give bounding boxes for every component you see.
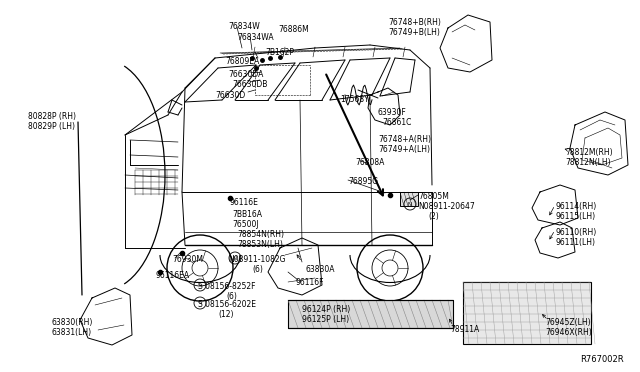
Text: 63830(RH): 63830(RH) xyxy=(52,318,93,327)
Text: 96124P (RH): 96124P (RH) xyxy=(302,305,350,314)
Text: (6): (6) xyxy=(252,265,263,274)
Text: 76500J: 76500J xyxy=(232,220,259,229)
Text: R767002R: R767002R xyxy=(580,355,623,364)
Text: 76808A: 76808A xyxy=(355,158,385,167)
FancyBboxPatch shape xyxy=(463,282,591,344)
Text: 17568Y: 17568Y xyxy=(340,95,369,104)
Text: 96116F: 96116F xyxy=(296,278,324,287)
Text: S 08156-8252F: S 08156-8252F xyxy=(198,282,255,291)
Text: 78853N(LH): 78853N(LH) xyxy=(237,240,283,249)
Text: 76945Z(LH): 76945Z(LH) xyxy=(545,318,591,327)
Text: 76834WA: 76834WA xyxy=(237,33,274,42)
Text: 78812N(LH): 78812N(LH) xyxy=(565,158,611,167)
Text: 76630DB: 76630DB xyxy=(232,80,268,89)
Text: 76749+B(LH): 76749+B(LH) xyxy=(388,28,440,37)
Text: 96116EA: 96116EA xyxy=(155,271,189,280)
Text: S: S xyxy=(198,301,202,305)
Text: 96116E: 96116E xyxy=(230,198,259,207)
Text: 76946X(RH): 76946X(RH) xyxy=(545,328,592,337)
Text: 76886M: 76886M xyxy=(278,25,308,34)
Text: N08911-20647: N08911-20647 xyxy=(418,202,475,211)
Text: 76809EA: 76809EA xyxy=(225,57,259,66)
FancyBboxPatch shape xyxy=(288,300,453,328)
Text: N08911-1082G: N08911-1082G xyxy=(228,255,285,264)
Text: 76834W: 76834W xyxy=(228,22,260,31)
Text: 76805M: 76805M xyxy=(418,192,449,201)
Text: 76861C: 76861C xyxy=(382,118,412,127)
Text: 80829P (LH): 80829P (LH) xyxy=(28,122,75,131)
Text: 76748+B(RH): 76748+B(RH) xyxy=(388,18,441,27)
Text: (12): (12) xyxy=(218,310,234,319)
Text: 80828P (RH): 80828P (RH) xyxy=(28,112,76,121)
Text: 96115(LH): 96115(LH) xyxy=(555,212,595,221)
Text: 7B162P: 7B162P xyxy=(265,48,294,57)
Text: N: N xyxy=(408,202,412,206)
Text: S 08156-6202E: S 08156-6202E xyxy=(198,300,256,309)
Text: 96114(RH): 96114(RH) xyxy=(555,202,596,211)
Text: 76748+A(RH): 76748+A(RH) xyxy=(378,135,431,144)
Text: 76930M: 76930M xyxy=(172,255,203,264)
FancyBboxPatch shape xyxy=(400,192,418,206)
Text: 76630D: 76630D xyxy=(215,91,245,100)
Text: 76630DA: 76630DA xyxy=(228,70,264,79)
Text: 96125P (LH): 96125P (LH) xyxy=(302,315,349,324)
Text: (6): (6) xyxy=(226,292,237,301)
Text: S: S xyxy=(198,282,202,288)
Text: 78812M(RH): 78812M(RH) xyxy=(565,148,612,157)
Text: 7BB16A: 7BB16A xyxy=(232,210,262,219)
Text: 63930F: 63930F xyxy=(378,108,407,117)
Text: 63830A: 63830A xyxy=(305,265,335,274)
Text: 78854N(RH): 78854N(RH) xyxy=(237,230,284,239)
Text: 76749+A(LH): 76749+A(LH) xyxy=(378,145,430,154)
Text: 78911A: 78911A xyxy=(450,325,479,334)
Text: N: N xyxy=(233,256,237,260)
Text: 76895G: 76895G xyxy=(348,177,378,186)
Text: 96110(RH): 96110(RH) xyxy=(555,228,596,237)
Text: 96111(LH): 96111(LH) xyxy=(555,238,595,247)
Text: (2): (2) xyxy=(428,212,439,221)
Text: 63831(LH): 63831(LH) xyxy=(52,328,92,337)
